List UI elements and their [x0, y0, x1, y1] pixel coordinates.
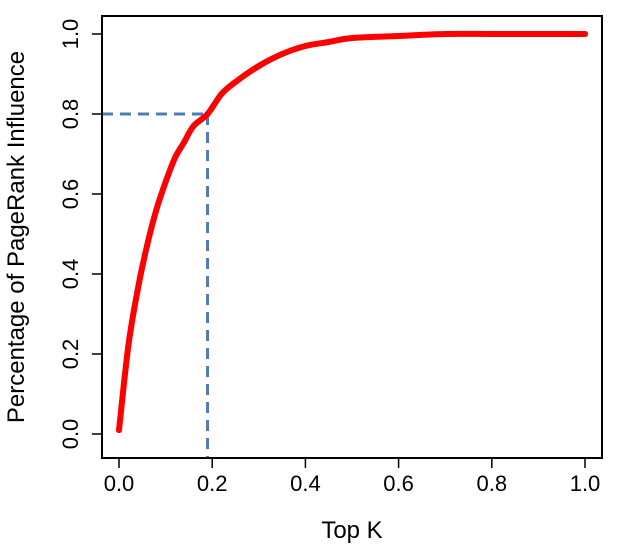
data-point — [181, 139, 188, 145]
data-point — [190, 123, 197, 129]
y-tick-label: 0.0 — [58, 419, 83, 450]
series-layer — [116, 30, 588, 433]
y-axis: 0.0 0.2 0.4 0.6 0.8 1.0 — [58, 19, 103, 450]
data-point — [143, 243, 150, 249]
x-axis: 0.0 0.2 0.4 0.6 0.8 1.0 — [104, 457, 601, 496]
y-tick-label: 0.8 — [58, 99, 83, 130]
x-tick-label: 0.0 — [104, 471, 135, 496]
data-point — [134, 287, 141, 293]
x-tick-label: 0.4 — [290, 471, 321, 496]
data-point — [204, 111, 211, 117]
data-point — [442, 31, 449, 37]
data-point — [218, 91, 225, 97]
y-tick-label: 0.6 — [58, 179, 83, 210]
y-tick-label: 0.2 — [58, 339, 83, 370]
data-point — [535, 31, 542, 37]
data-point — [325, 39, 332, 45]
data-point — [125, 343, 132, 349]
data-point — [349, 35, 355, 41]
data-point — [162, 179, 169, 185]
data-point — [116, 427, 122, 433]
y-tick-label: 1.0 — [58, 19, 83, 50]
x-axis-title: Top K — [321, 517, 382, 544]
y-axis-title: Percentage of PageRank Influence — [3, 51, 30, 423]
data-point — [171, 155, 178, 161]
data-point — [279, 51, 286, 57]
x-tick-label: 0.8 — [477, 471, 508, 496]
x-tick-label: 0.2 — [197, 471, 228, 496]
data-point — [302, 43, 309, 49]
x-tick-label: 0.6 — [383, 471, 414, 496]
x-tick-label: 1.0 — [570, 471, 601, 496]
data-point — [395, 33, 402, 39]
data-point — [488, 31, 495, 37]
y-tick-label: 0.4 — [58, 259, 83, 290]
data-point — [232, 79, 239, 85]
data-point — [153, 207, 160, 213]
series-line — [116, 30, 588, 433]
data-point — [582, 31, 588, 37]
data-point — [255, 63, 262, 69]
reference-lines — [102, 112, 210, 458]
plot-frame — [101, 15, 603, 459]
